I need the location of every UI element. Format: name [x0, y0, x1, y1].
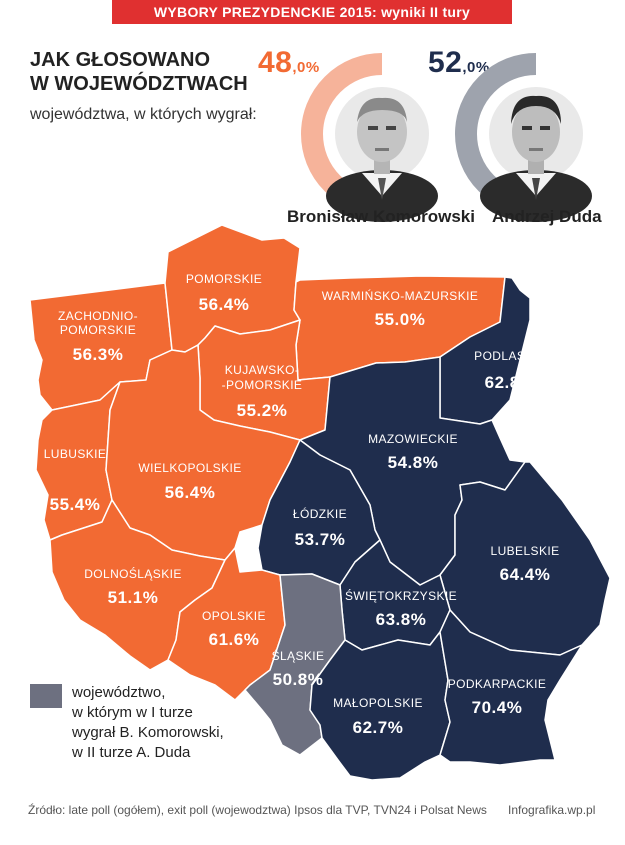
label-name-lodzkie: ŁÓDZKIE	[293, 506, 347, 521]
label-name-swietokrzyskie: ŚWIĘTOKRZYSKIE	[345, 588, 457, 603]
subheading: województwa, w których wygrał:	[30, 106, 257, 123]
duda-name: Andrzej Duda	[492, 207, 602, 226]
komorowski-portrait	[326, 97, 438, 222]
label-name-slaskie: ŚLĄSKIE	[272, 648, 325, 663]
label-value-kujawsko-pomorskie: 55.2%	[237, 401, 288, 420]
legend-swatch	[30, 684, 62, 708]
label-value-pomorskie: 56.4%	[199, 295, 250, 314]
label-value-wielkopolskie: 56.4%	[165, 483, 216, 502]
source-note: Źródło: late poll (ogółem), exit poll (w…	[28, 803, 487, 817]
heading-line-1: JAK GŁOSOWANO	[30, 49, 211, 71]
region-malopolskie	[309, 631, 451, 781]
label-name-dolnoslaskie: DOLNOŚLĄSKIE	[84, 566, 182, 581]
label-name-malopolskie: MAŁOPOLSKIE	[333, 696, 423, 710]
label-name2-zachodniopomorskie: POMORSKIE	[60, 323, 136, 337]
voivodeship-map	[29, 224, 611, 781]
komorowski-name: Bronisław Komorowski	[287, 207, 475, 226]
komorowski-percent: 48,0%	[258, 46, 320, 79]
label-value-swietokrzyskie: 63.8%	[376, 610, 427, 629]
label-value-podlaskie: 62.8%	[485, 373, 536, 392]
heading-line-2: W WOJEWÓDZTWACH	[30, 73, 248, 95]
label-value-dolnoslaskie: 51.1%	[108, 588, 159, 607]
label-value-podkarpackie: 70.4%	[472, 698, 523, 717]
duda-portrait	[480, 95, 592, 222]
label-value-warminsko-mazurskie: 55.0%	[375, 310, 426, 329]
label-value-lodzkie: 53.7%	[295, 530, 346, 549]
label-value-opolskie: 61.6%	[209, 630, 260, 649]
label-name-opolskie: OPOLSKIE	[202, 609, 266, 623]
legend-line-1: województwo,	[72, 684, 166, 701]
label-name-wielkopolskie: WIELKOPOLSKIE	[138, 461, 241, 475]
label-name-lubuskie: LUBUSKIE	[44, 447, 107, 461]
label-name-mazowieckie: MAZOWIECKIE	[368, 432, 458, 446]
region-podkarpackie	[439, 609, 583, 766]
label-name2-kujawsko-pomorskie: -POMORSKIE	[222, 378, 303, 392]
label-name-lubelskie: LUBELSKIE	[491, 544, 560, 558]
label-value-lubelskie: 64.4%	[500, 565, 551, 584]
heading: JAK GŁOSOWANO W WOJEWÓDZTWACH	[30, 48, 290, 96]
label-value-malopolskie: 62.7%	[353, 718, 404, 737]
label-name-warminsko-mazurskie: WARMIŃSKO-MAZURSKIE	[322, 288, 479, 303]
label-name-kujawsko-pomorskie: KUJAWSKO-	[225, 363, 300, 377]
label-name-pomorskie: POMORSKIE	[186, 272, 262, 286]
label-value-slaskie: 50.8%	[273, 670, 324, 689]
label-name-podlaskie: PODLASKIE	[474, 349, 546, 363]
duda-percent: 52,0%	[428, 46, 490, 79]
label-value-lubuskie: 55.4%	[50, 495, 101, 514]
region-opolskie	[167, 547, 286, 701]
region-labels: ZACHODNIO- POMORSKIE 56.3% POMORSKIE 56.…	[44, 272, 560, 737]
credit: Infografika.wp.pl	[508, 803, 596, 817]
legend-line-2: w którym w I turze	[72, 704, 193, 721]
legend-text: województwo, w którym w I turze wygrał B…	[72, 683, 224, 763]
legend-line-3: wygrał B. Komorowski,	[72, 724, 224, 741]
title-banner: WYBORY PREZYDENCKIE 2015: wyniki II tury	[112, 0, 512, 24]
label-name-zachodniopomorskie: ZACHODNIO-	[58, 309, 138, 323]
label-value-mazowieckie: 54.8%	[388, 453, 439, 472]
label-name-podkarpackie: PODKARPACKIE	[448, 677, 547, 691]
label-value-zachodniopomorskie: 56.3%	[73, 345, 124, 364]
legend-line-4: w II turze A. Duda	[72, 744, 191, 761]
